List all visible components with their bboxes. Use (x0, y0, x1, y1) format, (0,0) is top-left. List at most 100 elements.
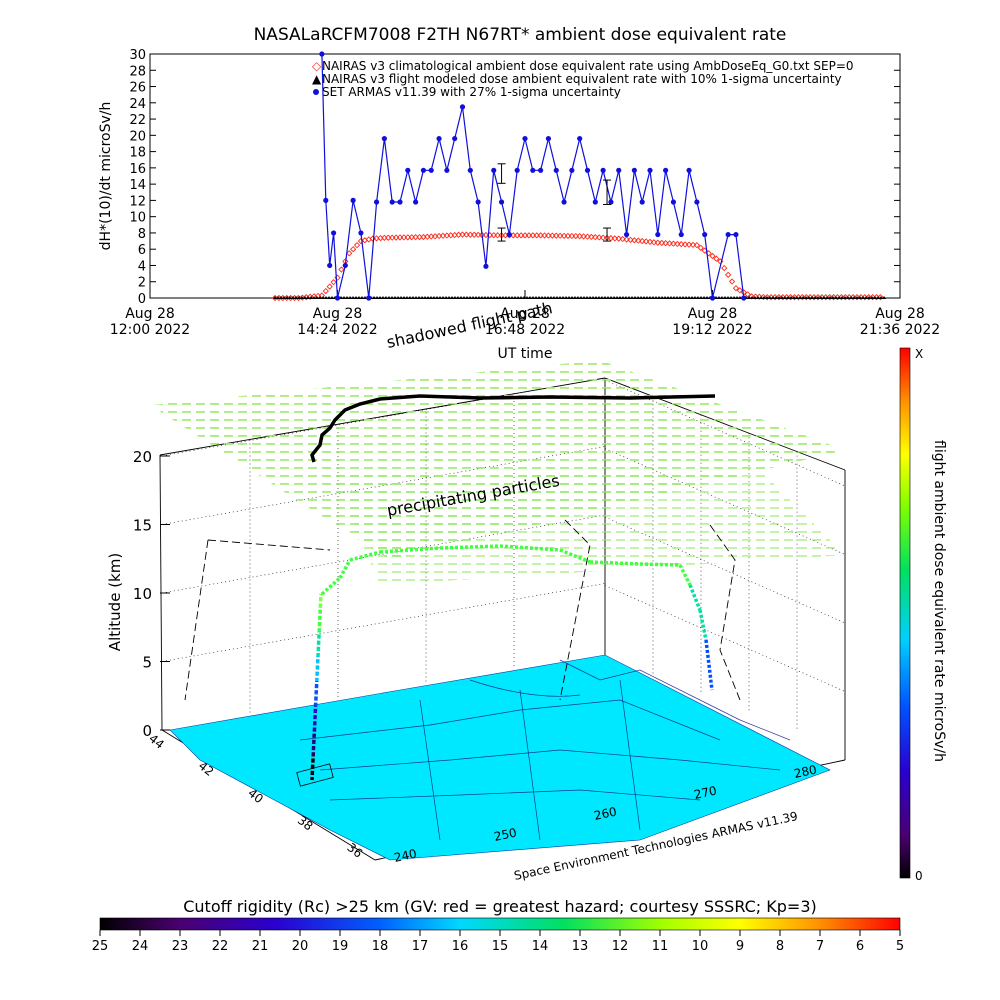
point-armas (623, 231, 630, 238)
point-armas (413, 199, 419, 205)
y-tick-label: 24 (129, 97, 146, 112)
point-nairas-flight (306, 296, 310, 299)
point-armas (366, 295, 372, 301)
point-nairas-flight (453, 296, 457, 299)
lon-tick-label: 250 (493, 825, 518, 843)
rigidity-tick-label: 10 (692, 939, 709, 954)
flight-track-segment (559, 548, 591, 564)
point-nairas-flight (570, 296, 574, 299)
point-nairas-flight (447, 296, 451, 299)
point-nairas-clim (627, 236, 634, 243)
point-armas (327, 262, 333, 269)
point-nairas-flight (621, 296, 625, 299)
point-nairas-clim (596, 234, 603, 241)
point-nairas-flight (384, 296, 388, 299)
point-nairas-flight (729, 296, 733, 299)
legend-marker-nairas-flight: ▲ (312, 72, 322, 86)
point-nairas-flight (579, 296, 583, 299)
point-nairas-flight (342, 296, 346, 299)
point-nairas-flight (462, 296, 466, 299)
error-bars (497, 163, 612, 242)
flight-track-segment (698, 609, 708, 641)
point-nairas-clim (732, 285, 740, 292)
point-nairas-flight (825, 296, 829, 299)
point-armas (530, 167, 536, 173)
point-nairas-flight (612, 296, 616, 299)
point-nairas-flight (426, 296, 430, 299)
y-tick-label: 18 (129, 146, 146, 161)
point-nairas-flight (591, 296, 595, 299)
rigidity-colorbar: Cutoff rigidity (Rc) >25 km (GV: red = g… (92, 897, 904, 954)
point-nairas-flight (513, 296, 517, 299)
point-nairas-clim (674, 240, 681, 248)
point-nairas-flight (486, 296, 490, 299)
rigidity-tick-label: 12 (612, 939, 629, 954)
y-tick-label: 20 (129, 129, 146, 144)
point-nairas-flight (603, 296, 607, 299)
point-nairas-flight (549, 296, 553, 299)
point-nairas-flight (498, 296, 502, 299)
point-nairas-flight (309, 296, 313, 299)
point-nairas-flight (567, 296, 571, 299)
point-nairas-clim (756, 293, 763, 300)
point-nairas-flight (663, 296, 667, 299)
point-nairas-clim (646, 238, 654, 246)
point-nairas-flight (600, 296, 604, 299)
x-tick-time: 16:48 2022 (485, 322, 565, 338)
point-nairas-flight (282, 296, 286, 299)
x-tick-time: 19:12 2022 (672, 322, 752, 338)
point-nairas-clim (482, 231, 490, 239)
point-armas (702, 231, 708, 238)
point-armas (405, 167, 411, 173)
flight-track-segment (678, 564, 692, 586)
lon-tick-label: 260 (593, 804, 618, 822)
rigidity-tick-label: 5 (896, 939, 904, 954)
point-armas (522, 135, 528, 142)
point-nairas-clim (744, 291, 751, 298)
point-nairas-flight (414, 296, 418, 299)
point-nairas-clim (611, 235, 618, 242)
point-nairas-clim (541, 232, 548, 239)
point-nairas-flight (648, 296, 652, 299)
point-nairas-flight (786, 296, 790, 299)
rigidity-tick-label: 16 (452, 939, 469, 954)
point-nairas-flight (351, 296, 355, 299)
rigidity-tick-label: 11 (652, 939, 669, 954)
point-nairas-flight (285, 296, 289, 299)
point-armas (350, 197, 356, 203)
point-nairas-flight (765, 296, 769, 299)
point-nairas-flight (630, 296, 634, 299)
point-nairas-clim (568, 232, 576, 240)
flight-track (310, 544, 714, 781)
lon-tick-label: 240 (393, 846, 418, 864)
point-armas (569, 167, 575, 173)
point-nairas-flight (501, 296, 505, 299)
point-nairas-flight (816, 296, 820, 299)
point-nairas-flight (318, 296, 322, 299)
point-nairas-clim (724, 271, 732, 278)
point-armas (436, 135, 442, 142)
point-nairas-flight (459, 296, 463, 299)
point-nairas-flight (876, 296, 880, 299)
point-nairas-clim (349, 246, 357, 253)
point-nairas-flight (399, 296, 403, 299)
point-nairas-clim (685, 241, 693, 248)
point-nairas-flight (492, 296, 496, 299)
point-nairas-clim (557, 232, 564, 239)
point-nairas-flight (360, 296, 364, 299)
point-armas (397, 199, 403, 205)
point-nairas-flight (345, 296, 349, 299)
point-nairas-clim (549, 232, 556, 239)
point-armas (467, 167, 473, 173)
point-nairas-flight (411, 296, 415, 299)
series-line-armas (321, 53, 745, 299)
rigidity-tick-label: 8 (776, 939, 784, 954)
point-armas (545, 135, 552, 142)
point-nairas-flight (867, 296, 871, 299)
point-armas (647, 167, 653, 173)
shadowed-flight-path (310, 394, 716, 463)
point-nairas-flight (720, 296, 724, 299)
point-nairas-flight (450, 296, 454, 299)
point-nairas-flight (558, 296, 562, 299)
